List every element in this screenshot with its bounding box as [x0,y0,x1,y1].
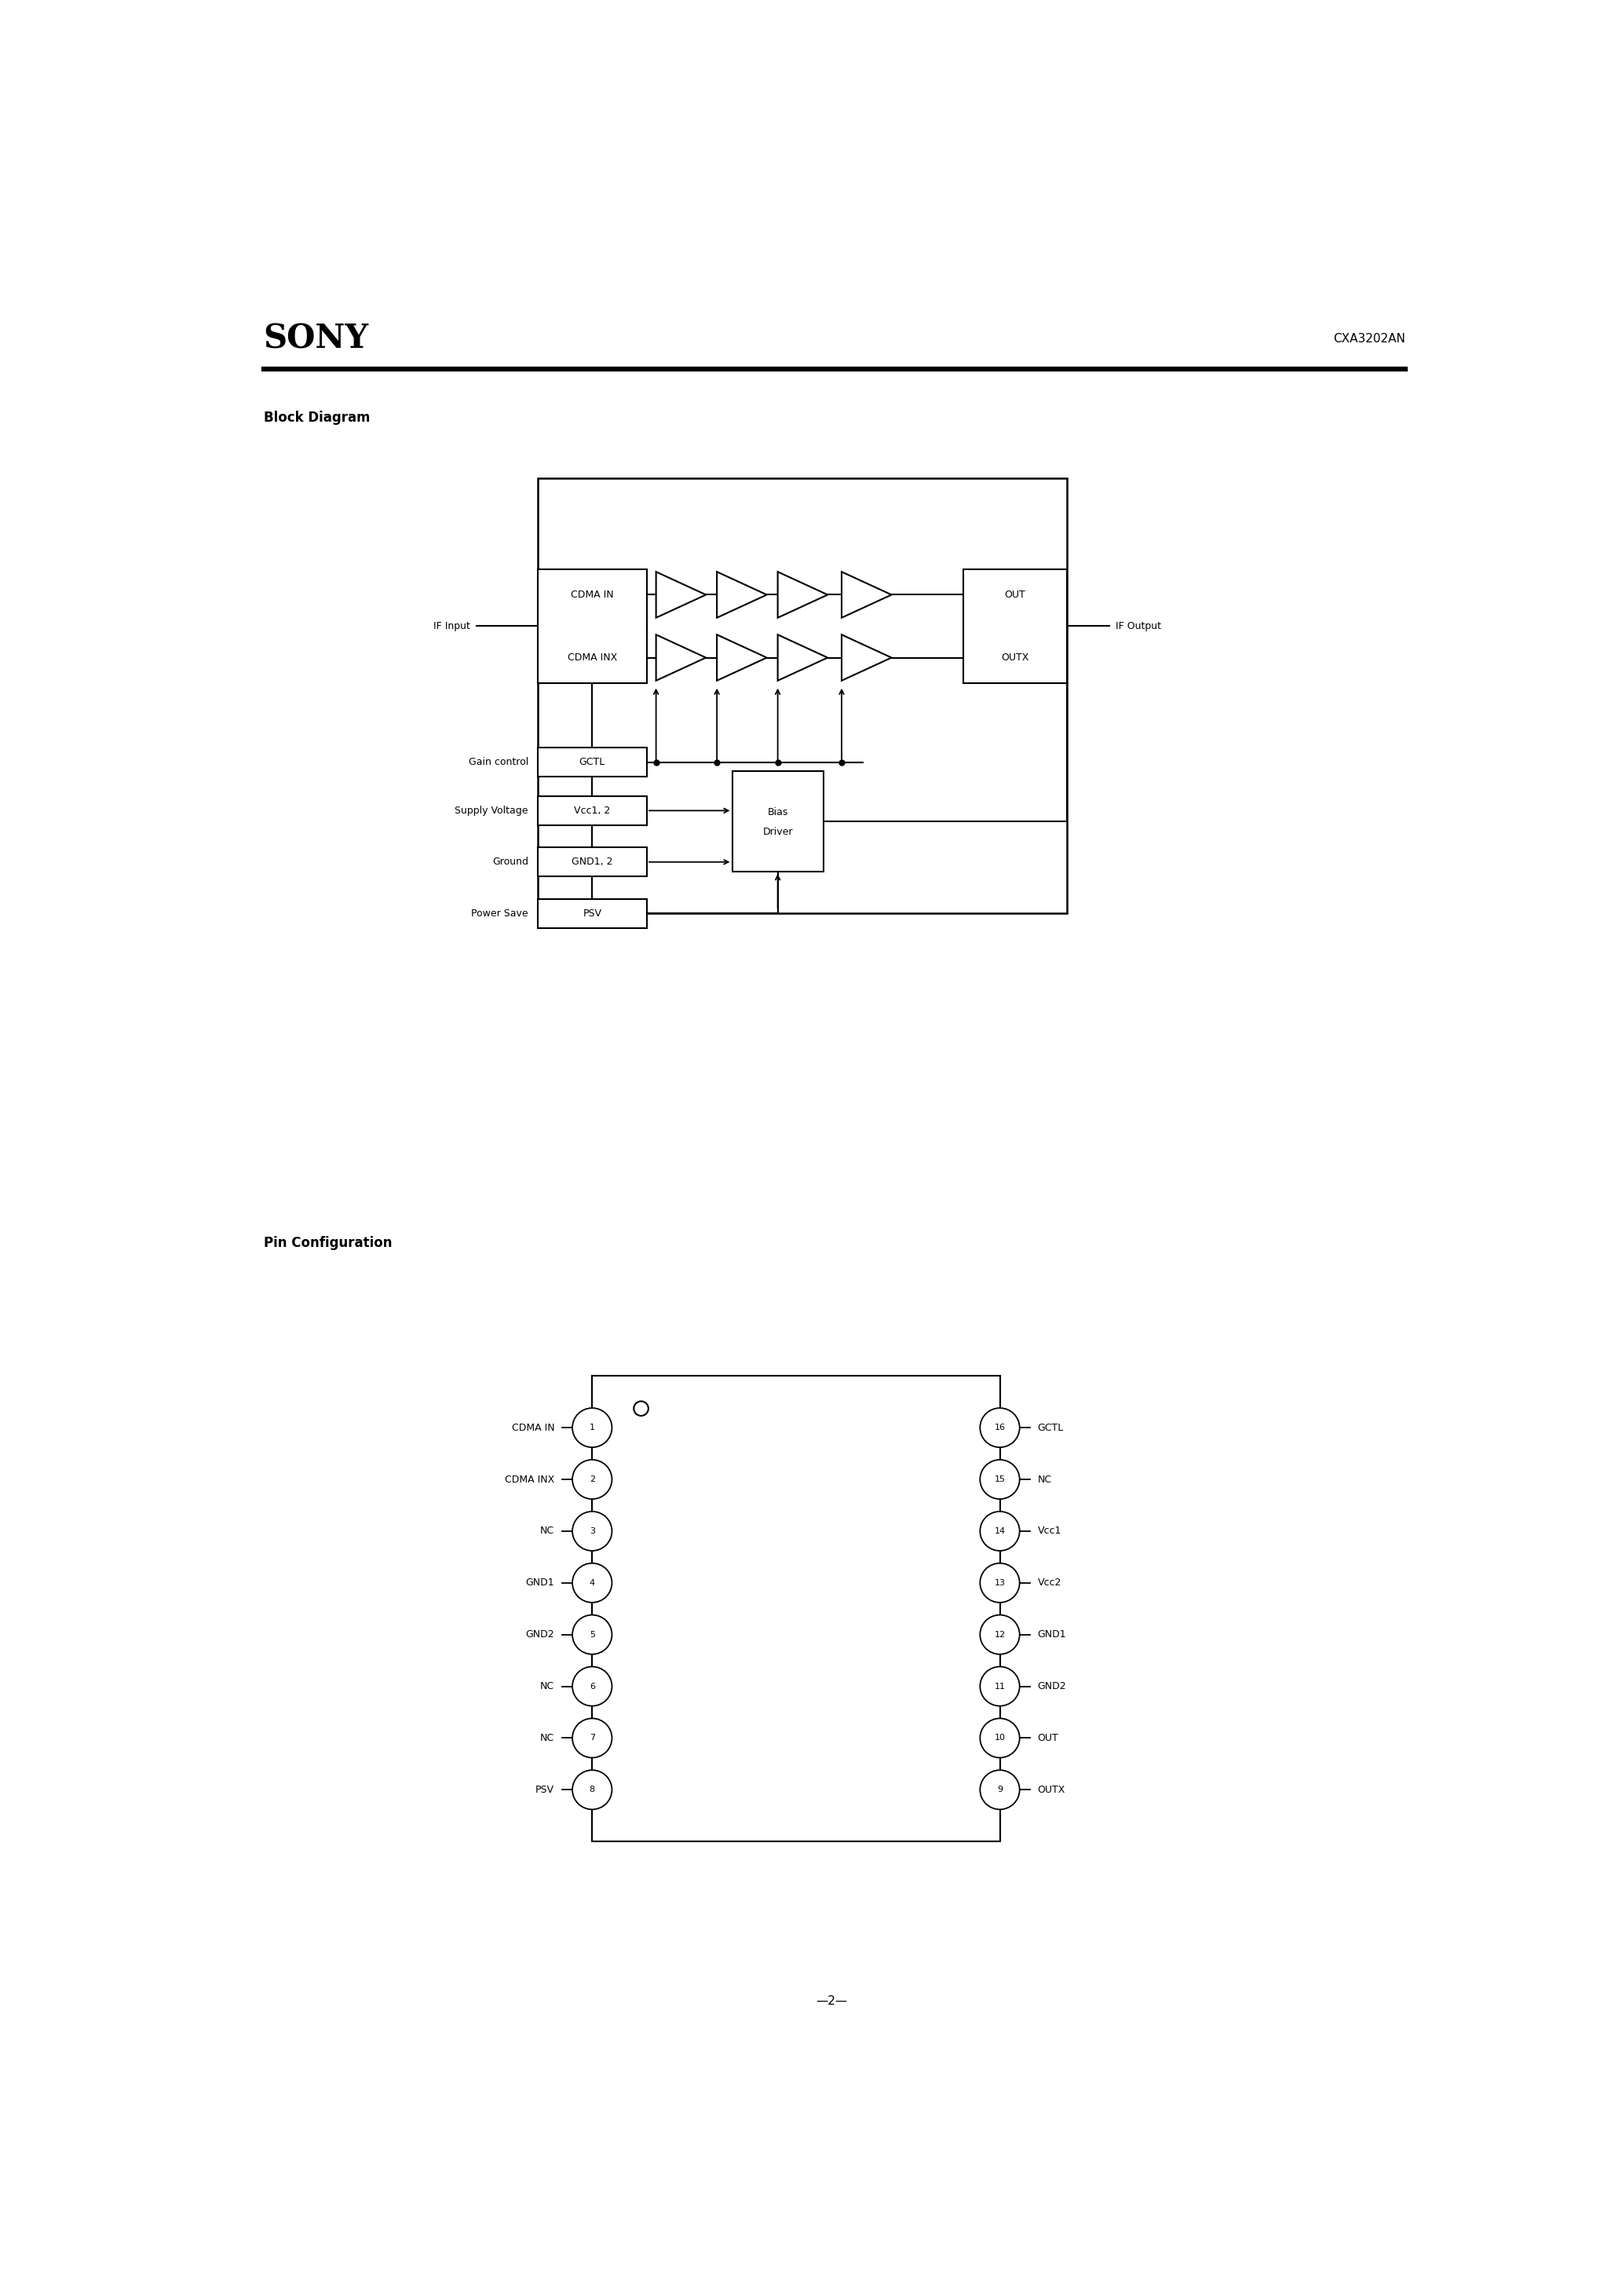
Text: Power Save: Power Save [472,909,529,918]
Text: SONY: SONY [264,321,368,356]
Text: 8: 8 [589,1786,595,1793]
Text: 9: 9 [998,1786,1002,1793]
Circle shape [573,1770,611,1809]
Text: 4: 4 [589,1580,595,1587]
Text: CDMA IN: CDMA IN [571,590,613,599]
Text: CDMA IN: CDMA IN [511,1424,555,1433]
Polygon shape [655,572,706,618]
Polygon shape [777,572,827,618]
Text: 1: 1 [589,1424,595,1433]
Text: Vcc1: Vcc1 [1038,1527,1061,1536]
Text: IF Input: IF Input [433,622,470,631]
Text: Vcc2: Vcc2 [1038,1577,1061,1589]
Text: OUT: OUT [1038,1733,1059,1743]
Text: 7: 7 [589,1733,595,1743]
Text: GCTL: GCTL [1038,1424,1064,1433]
Text: CDMA INX: CDMA INX [568,652,616,664]
Bar [537,748,647,776]
Circle shape [980,1770,1020,1809]
Circle shape [573,1511,611,1550]
Circle shape [980,1717,1020,1759]
Circle shape [980,1407,1020,1446]
Text: PSV: PSV [582,909,602,918]
Circle shape [573,1564,611,1603]
Text: PSV: PSV [535,1784,555,1795]
Polygon shape [777,634,827,680]
Bar [537,569,647,682]
Circle shape [573,1460,611,1499]
Polygon shape [717,572,767,618]
Text: Vcc1, 2: Vcc1, 2 [574,806,610,815]
Text: CDMA INX: CDMA INX [504,1474,555,1486]
Text: OUTX: OUTX [1001,652,1028,664]
Text: GCTL: GCTL [579,758,605,767]
Text: 14: 14 [994,1527,1006,1536]
Circle shape [980,1511,1020,1550]
Circle shape [980,1614,1020,1653]
Circle shape [634,1401,649,1417]
Text: 16: 16 [994,1424,1006,1433]
Text: Bias: Bias [767,806,788,817]
Polygon shape [842,634,892,680]
Bar [537,478,1067,914]
Text: Ground: Ground [491,856,529,868]
Text: OUT: OUT [1004,590,1025,599]
Text: NC: NC [540,1681,555,1692]
Circle shape [573,1717,611,1759]
Text: OUTX: OUTX [1038,1784,1066,1795]
Circle shape [980,1564,1020,1603]
Bar [537,847,647,877]
Text: Pin Configuration: Pin Configuration [264,1235,393,1249]
Text: 3: 3 [589,1527,595,1536]
Circle shape [573,1667,611,1706]
Text: IF Output: IF Output [1116,622,1161,631]
Text: 11: 11 [994,1683,1006,1690]
Polygon shape [655,634,706,680]
Circle shape [573,1614,611,1653]
Text: NC: NC [540,1733,555,1743]
Text: Gain control: Gain control [469,758,529,767]
Bar [963,569,1067,682]
Bar [732,771,824,872]
Text: GND2: GND2 [1038,1681,1066,1692]
Polygon shape [842,572,892,618]
Text: 5: 5 [589,1630,595,1639]
Polygon shape [717,634,767,680]
Text: NC: NC [1038,1474,1051,1486]
Text: Block Diagram: Block Diagram [264,411,370,425]
Bar [537,900,647,928]
Circle shape [980,1460,1020,1499]
Bar [537,797,647,824]
Text: Supply Voltage: Supply Voltage [454,806,529,815]
Text: GND1, 2: GND1, 2 [571,856,613,868]
Text: GND1: GND1 [526,1577,555,1589]
Circle shape [980,1667,1020,1706]
Text: NC: NC [540,1527,555,1536]
Text: 10: 10 [994,1733,1006,1743]
Text: 13: 13 [994,1580,1006,1587]
Text: 6: 6 [589,1683,595,1690]
Text: 12: 12 [994,1630,1006,1639]
Circle shape [573,1407,611,1446]
Text: —2—: —2— [816,1995,847,2007]
Text: GND1: GND1 [1038,1630,1066,1639]
Bar [592,1375,999,1841]
Text: GND2: GND2 [526,1630,555,1639]
Text: Driver: Driver [762,827,793,838]
Text: CXA3202AN: CXA3202AN [1333,333,1405,344]
Text: 15: 15 [994,1476,1006,1483]
Text: 2: 2 [589,1476,595,1483]
